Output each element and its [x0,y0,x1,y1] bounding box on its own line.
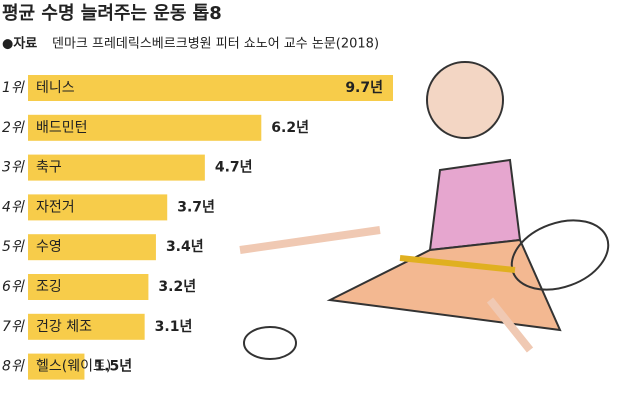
category-label: 테니스 [36,80,75,96]
category-label: 수영 [36,239,62,255]
value-label: 1.5년 [94,359,132,375]
value-label: 3.2년 [158,279,196,295]
illustration [239,61,610,360]
rank-label: 7위 [2,319,25,335]
bar [28,194,168,221]
rank-label: 6위 [2,279,25,295]
category-label: 헬스(웨이트) [36,359,111,375]
rank-label: 3위 [2,160,25,176]
value-label: 3.4년 [166,239,204,255]
value-label: 9.7년 [345,80,383,96]
shirt [428,158,522,252]
bar [28,274,149,300]
rank-label: 5위 [2,239,25,255]
bar [28,114,262,141]
category-label: 건강 체조 [36,319,92,335]
category-label: 배드민턴 [36,120,88,136]
rank-label: 8위 [2,359,25,375]
category-label: 자전거 [36,199,75,215]
head [426,61,504,139]
value-label: 6.2년 [271,120,309,136]
value-label: 3.1년 [155,319,193,335]
bar [28,75,393,101]
rank-label: 1위 [2,80,25,96]
limbs [239,226,534,353]
rank-label: 4위 [2,199,25,215]
source: 덴마크 프레데릭스베르크병원 피터 쇼노어 교수 논문(2018) [52,37,379,52]
rank-label: 2위 [2,120,25,136]
value-label: 3.7년 [177,199,215,215]
ball [243,326,297,360]
value-label: 4.7년 [215,160,253,176]
category-label: 조깅 [36,279,62,295]
bar [28,234,156,261]
bar [28,154,205,181]
racket-handle [399,255,516,273]
category-label: 축구 [36,160,62,176]
bar [28,353,85,380]
source-label: ●자료 [2,37,37,52]
bar [28,313,145,340]
shorts [326,238,562,332]
chart-title: 평균 수명 늘려주는 운동 톱8 [2,3,222,24]
